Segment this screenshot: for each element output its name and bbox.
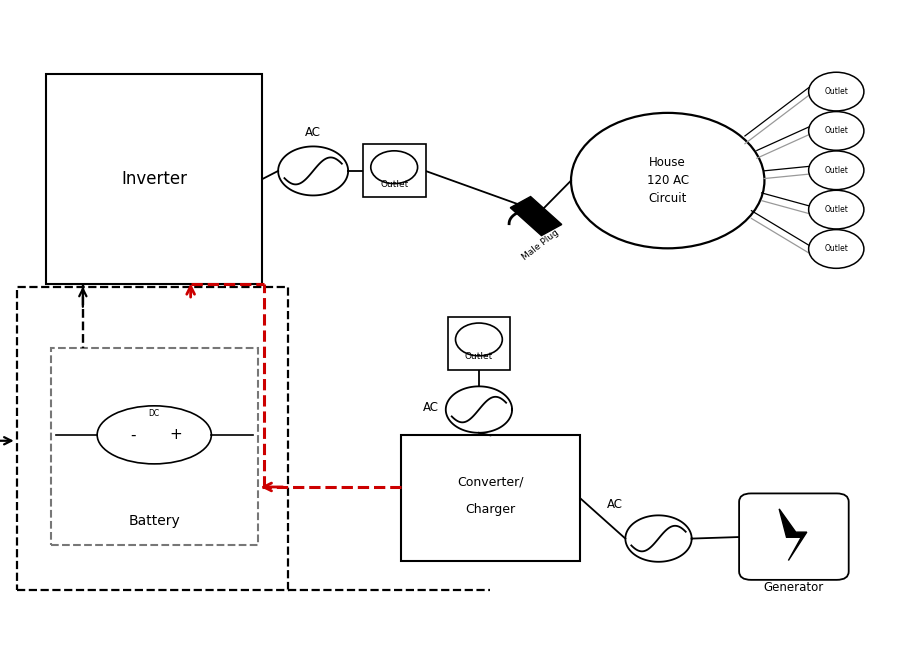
FancyBboxPatch shape xyxy=(401,435,580,561)
Text: 120 AC: 120 AC xyxy=(647,174,689,187)
Ellipse shape xyxy=(98,406,212,464)
Text: Outlet: Outlet xyxy=(824,87,848,96)
Text: Circuit: Circuit xyxy=(648,192,687,205)
Text: Outlet: Outlet xyxy=(465,352,493,361)
Text: House: House xyxy=(649,156,686,169)
Text: +: + xyxy=(169,428,182,442)
Text: Outlet: Outlet xyxy=(824,126,848,135)
Circle shape xyxy=(809,151,864,190)
Circle shape xyxy=(809,112,864,150)
Circle shape xyxy=(371,151,417,184)
FancyBboxPatch shape xyxy=(51,348,258,545)
Polygon shape xyxy=(510,197,562,235)
Circle shape xyxy=(809,230,864,268)
FancyBboxPatch shape xyxy=(448,317,510,370)
Text: -: - xyxy=(130,428,135,442)
FancyBboxPatch shape xyxy=(46,74,262,284)
Polygon shape xyxy=(779,509,807,561)
Text: AC: AC xyxy=(607,498,624,511)
Text: Outlet: Outlet xyxy=(380,180,408,188)
Text: Outlet: Outlet xyxy=(824,205,848,214)
Text: Generator: Generator xyxy=(764,581,824,594)
Text: Converter/: Converter/ xyxy=(457,475,524,489)
Text: Outlet: Outlet xyxy=(824,244,848,253)
Text: DC: DC xyxy=(148,408,160,417)
FancyBboxPatch shape xyxy=(363,144,426,197)
Text: Charger: Charger xyxy=(465,503,516,517)
Circle shape xyxy=(456,323,502,356)
FancyBboxPatch shape xyxy=(739,493,849,580)
Text: Outlet: Outlet xyxy=(824,166,848,175)
Text: Battery: Battery xyxy=(128,513,181,528)
Text: AC: AC xyxy=(423,401,439,414)
Circle shape xyxy=(809,190,864,229)
Text: AC: AC xyxy=(305,126,321,139)
Circle shape xyxy=(809,72,864,111)
Text: Inverter: Inverter xyxy=(122,170,187,188)
Text: Male Plug: Male Plug xyxy=(520,228,561,262)
Circle shape xyxy=(571,113,764,248)
